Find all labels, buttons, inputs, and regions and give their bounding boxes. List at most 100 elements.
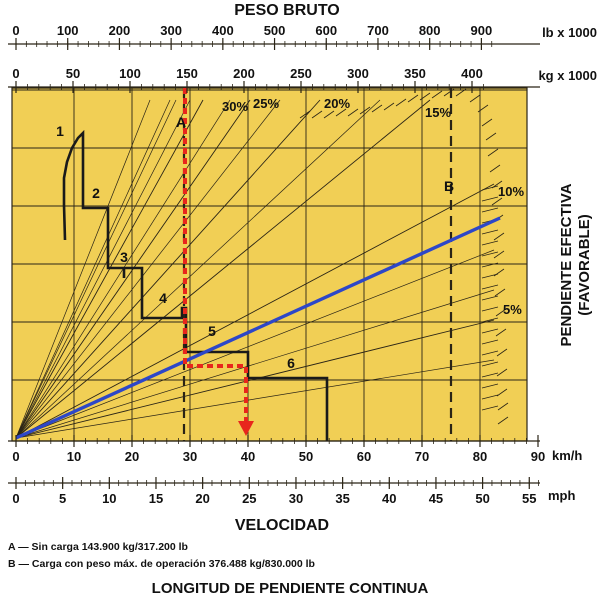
- kmh-tick-label: 80: [473, 449, 487, 464]
- kmh-tick-label: 90: [531, 449, 545, 464]
- hatch-mark: [489, 164, 501, 173]
- example-arrowhead: [238, 421, 254, 436]
- hatch-mark: [495, 328, 507, 337]
- hatch-mark: [487, 148, 499, 157]
- legend-a: A — Sin carga 143.900 kg/317.200 lb: [8, 541, 188, 553]
- gear-label: 2: [92, 185, 100, 201]
- grade-line-label: 30%: [222, 99, 248, 114]
- hatch-mark: [419, 92, 431, 101]
- hatch-tick: [481, 273, 499, 279]
- hatch-tick: [481, 394, 499, 400]
- mph-tick-label: 35: [335, 491, 349, 506]
- kmh-tick-label: 20: [125, 449, 139, 464]
- lb-tick-label: 800: [419, 23, 441, 38]
- hatch-mark: [481, 118, 493, 127]
- hatch-tick: [481, 196, 499, 202]
- grid: [12, 88, 527, 441]
- kg-tick-label: 350: [404, 66, 426, 81]
- hatch-tick: [481, 328, 499, 334]
- gear-label: 1: [56, 123, 64, 139]
- kmh-tick-label: 50: [299, 449, 313, 464]
- hatch-mark: [496, 368, 508, 377]
- hatch-mark: [407, 94, 419, 103]
- grade-line-label: 25%: [253, 96, 279, 111]
- hatch-mark: [477, 104, 489, 113]
- legend-b: B — Carga con peso máx. de operación 376…: [8, 558, 315, 570]
- hatch-mark: [335, 108, 347, 117]
- mph-tick-label: 40: [382, 491, 396, 506]
- grade-line-label: 15%: [425, 105, 451, 120]
- kmh-tick-label: 60: [357, 449, 371, 464]
- mph-tick-label: 0: [12, 491, 19, 506]
- hatch-mark: [494, 288, 506, 297]
- lb-tick-label: 100: [57, 23, 79, 38]
- hatch-mark: [323, 110, 335, 119]
- kmh-tick-label: 10: [67, 449, 81, 464]
- grade-line-label: 10%: [498, 184, 524, 199]
- grade-ray-minor: [15, 99, 177, 439]
- hatch-mark: [497, 416, 509, 425]
- hatch-mark: [496, 348, 508, 357]
- kg-tick-label: 0: [12, 66, 19, 81]
- lb-unit-label: lb x 1000: [542, 25, 597, 40]
- mph-tick-label: 15: [149, 491, 163, 506]
- mph-tick-label: 30: [289, 491, 303, 506]
- footer-title: LONGITUD DE PENDIENTE CONTINUA: [152, 580, 429, 597]
- grade-ray-minor: [15, 289, 495, 439]
- lb-tick-label: 700: [367, 23, 389, 38]
- y-axis-label-line1: PENDIENTE EFECTIVA: [558, 183, 575, 346]
- kg-tick-label: 100: [119, 66, 141, 81]
- hatch-tick: [481, 306, 499, 312]
- grade-line-label: 20%: [324, 96, 350, 111]
- hatch-tick: [481, 229, 499, 235]
- lb-tick-label: 400: [212, 23, 234, 38]
- kg-tick-label: 400: [461, 66, 483, 81]
- lb-tick-label: 500: [264, 23, 286, 38]
- hatch-mark: [493, 250, 505, 259]
- kmh-tick-label: 0: [12, 449, 19, 464]
- lb-tick-label: 600: [315, 23, 337, 38]
- lb-tick-label: 200: [109, 23, 131, 38]
- mph-tick-label: 50: [475, 491, 489, 506]
- hatch-tick: [481, 372, 499, 378]
- kmh-unit-label: km/h: [552, 448, 582, 463]
- y-axis-label-line2: (FAVORABLE): [576, 214, 593, 315]
- hatch-mark: [431, 90, 443, 99]
- lb-tick-label: 900: [471, 23, 493, 38]
- axes: [8, 38, 540, 489]
- grade-ray-minor: [15, 359, 495, 439]
- grade-line: [15, 99, 431, 439]
- hatch-mark: [469, 94, 481, 103]
- grade-line-label: 5%: [503, 302, 522, 317]
- hatch-tick: [481, 361, 499, 367]
- kg-tick-label: 50: [66, 66, 80, 81]
- grade-line: [15, 183, 495, 439]
- hatch-mark: [359, 106, 371, 115]
- grade-ray-minor: [15, 99, 151, 439]
- kmh-tick-label: 40: [241, 449, 255, 464]
- y-axis-label-group: PENDIENTE EFECTIVA (FAVORABLE): [558, 183, 593, 346]
- hatch-mark: [371, 104, 383, 113]
- kg-unit-label: kg x 1000: [538, 68, 597, 83]
- grade-ray-minor: [15, 99, 381, 439]
- kg-tick-label: 200: [233, 66, 255, 81]
- grade-ray-minor: [15, 99, 171, 439]
- grade-line: [15, 99, 321, 439]
- gear-label: 4: [159, 290, 167, 306]
- hatch-mark: [493, 232, 505, 241]
- hatch-tick: [481, 317, 499, 323]
- grade-ray-minor: [15, 99, 281, 439]
- hatch-mark: [485, 132, 497, 141]
- gear-label: 6: [287, 355, 295, 371]
- mph-tick-label: 10: [102, 491, 116, 506]
- hatch-mark: [455, 88, 467, 97]
- hatch-mark: [347, 108, 359, 117]
- marker-label: A: [176, 114, 186, 130]
- mph-tick-label: 5: [59, 491, 66, 506]
- title-bottom: VELOCIDAD: [235, 517, 329, 534]
- hatch-mark: [491, 197, 503, 206]
- kg-tick-label: 150: [176, 66, 198, 81]
- mph-tick-label: 20: [195, 491, 209, 506]
- hatch-tick: [481, 262, 499, 268]
